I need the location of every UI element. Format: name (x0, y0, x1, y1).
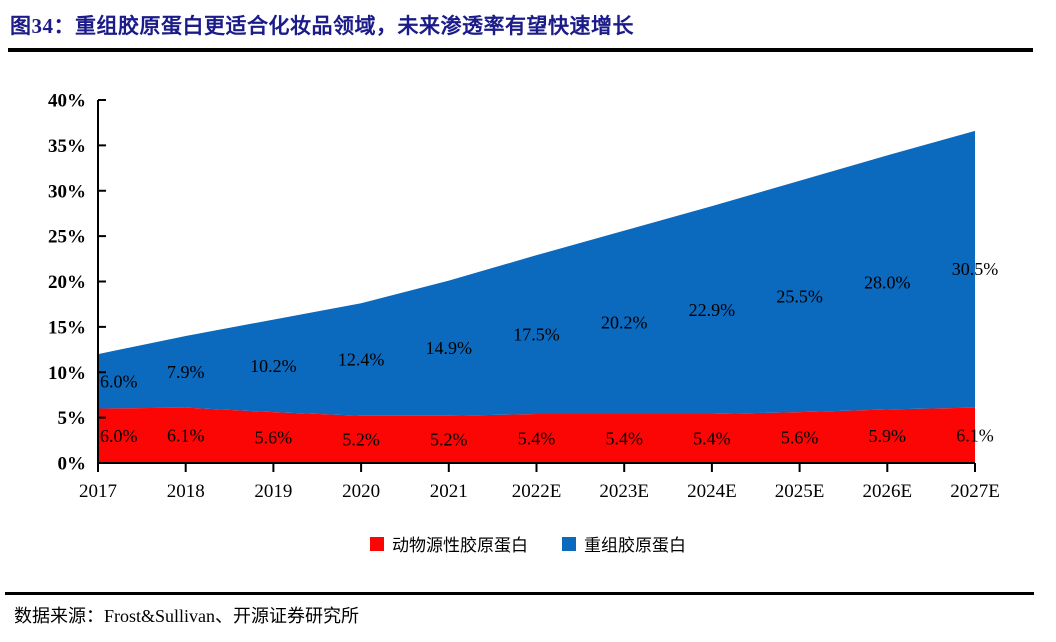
data-label-animal-collagen: 5.4% (605, 428, 643, 448)
data-label-recombinant-collagen: 17.5% (513, 325, 560, 345)
data-label-recombinant-collagen: 10.2% (250, 356, 297, 376)
y-axis-tick-label: 0% (58, 454, 87, 475)
y-axis-tick-label: 15% (48, 317, 86, 338)
legend-item-animal-collagen: 动物源性胶原蛋白 (370, 531, 528, 556)
data-label-animal-collagen: 5.4% (693, 428, 731, 448)
x-axis-tick-label: 2018 (167, 481, 205, 502)
data-label-animal-collagen: 5.2% (430, 429, 468, 449)
data-label-animal-collagen: 5.2% (342, 429, 380, 449)
y-axis-tick-label: 25% (48, 227, 86, 248)
legend-label-animal-collagen: 动物源性胶原蛋白 (392, 536, 528, 555)
y-axis-tick-label: 30% (48, 181, 86, 202)
chart-canvas: 0% 5% 10% 15% 20% 25% 30% 35% 40% 2017 2018 2019 202… (48, 91, 1000, 503)
source-divider (5, 592, 1034, 595)
chart-legend: 动物源性胶原蛋白 重组胶原蛋白 (0, 531, 1056, 556)
data-label-animal-collagen: 6.1% (167, 425, 205, 445)
data-label-animal-collagen: 5.4% (518, 428, 556, 448)
x-axis-tick-label: 2026E (862, 481, 912, 502)
area-animal-collagen (98, 407, 975, 463)
data-label-animal-collagen: 5.6% (781, 428, 819, 448)
x-axis-tick-label: 2017 (79, 481, 117, 502)
legend-swatch-animal-collagen (370, 536, 384, 551)
x-axis-tick-label: 2024E (687, 481, 737, 502)
y-axis-tick-label: 35% (48, 136, 86, 157)
data-label-recombinant-collagen: 30.5% (952, 259, 999, 279)
x-axis-tick-label: 2023E (599, 481, 649, 502)
title-underline (8, 48, 1033, 52)
legend-item-recombinant-collagen: 重组胶原蛋白 (562, 531, 686, 556)
legend-label-recombinant-collagen: 重组胶原蛋白 (584, 536, 686, 555)
x-axis-tick-label: 2021 (430, 481, 468, 502)
x-axis-tick-label: 2027E (950, 481, 1000, 502)
x-axis-tick-label: 2019 (254, 481, 292, 502)
x-axis-tick-label: 2025E (775, 481, 825, 502)
y-axis-tick-label: 5% (58, 408, 87, 429)
legend-swatch-recombinant-collagen (562, 536, 576, 551)
page-title: 图34：重组胶原蛋白更适合化妆品领域，未来渗透率有望快速增长 (10, 14, 634, 38)
data-label-recombinant-collagen: 7.9% (167, 362, 205, 382)
x-axis-tick-label: 2020 (342, 481, 380, 502)
data-label-recombinant-collagen: 6.0% (100, 371, 138, 391)
y-axis-tick-label: 20% (48, 272, 86, 293)
data-label-animal-collagen: 6.1% (956, 425, 994, 445)
data-label-recombinant-collagen: 12.4% (338, 350, 385, 370)
data-label-recombinant-collagen: 20.2% (601, 312, 648, 332)
data-label-recombinant-collagen: 22.9% (689, 300, 736, 320)
y-axis-tick-label: 10% (48, 363, 86, 384)
x-axis-tick-label: 2022E (512, 481, 562, 502)
area-recombinant-collagen (98, 130, 975, 416)
data-label-recombinant-collagen: 28.0% (864, 272, 911, 292)
data-label-recombinant-collagen: 14.9% (426, 338, 473, 358)
data-label-animal-collagen: 5.9% (869, 426, 907, 446)
data-label-animal-collagen: 5.6% (255, 428, 293, 448)
y-axis-tick-label: 40% (48, 91, 86, 112)
data-label-recombinant-collagen: 25.5% (776, 286, 823, 306)
data-label-animal-collagen: 6.0% (100, 426, 138, 446)
source-text: 数据来源：Frost&Sullivan、开源证券研究所 (14, 606, 360, 626)
